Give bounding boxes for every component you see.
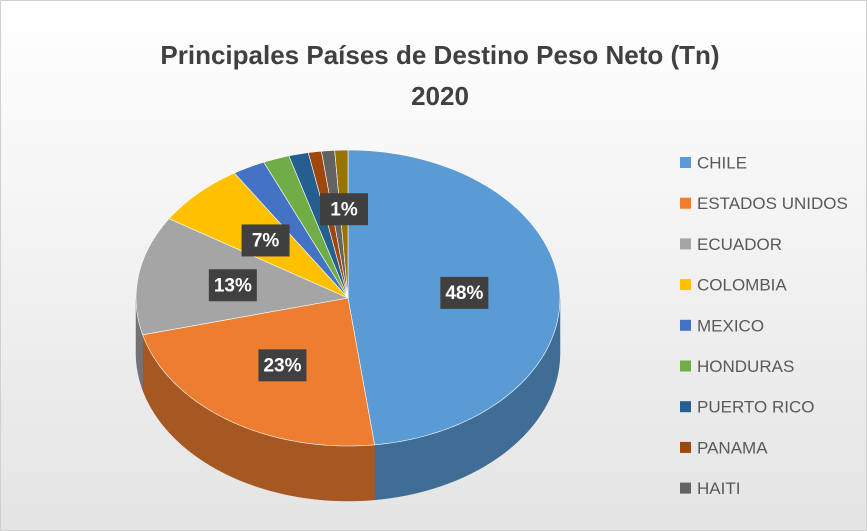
legend-label: CHILE xyxy=(697,153,747,172)
legend-label: ECUADOR xyxy=(697,235,782,254)
slice xyxy=(288,152,349,299)
legend-swatch xyxy=(680,482,691,494)
legend-label: PUERTO RICO xyxy=(697,398,814,417)
chart-title: Principales Países de Destino Peso Neto … xyxy=(160,40,719,70)
legend-label: PANAMA xyxy=(697,438,768,457)
data-label: 13% xyxy=(214,275,252,296)
data-label: 23% xyxy=(263,355,301,376)
slice xyxy=(263,155,349,299)
data-label-box xyxy=(440,276,489,309)
legend-swatch xyxy=(680,441,691,453)
data-label: 48% xyxy=(445,283,483,304)
legend-label: MEXICO xyxy=(697,316,764,335)
data-label: 1% xyxy=(330,199,358,220)
legend-swatch xyxy=(680,401,691,413)
legend-swatch xyxy=(680,319,691,331)
legend-swatch xyxy=(680,279,691,291)
legend-swatch xyxy=(680,157,691,168)
data-label-box xyxy=(208,269,257,302)
legend-label: COLOMBIA xyxy=(697,276,787,295)
chart-subtitle: 2020 xyxy=(411,81,469,111)
legend-label: HAITI xyxy=(697,479,740,498)
legend-swatch xyxy=(680,238,691,250)
legend-label: ESTADOS UNIDOS xyxy=(697,194,848,213)
legend-label: HONDURAS xyxy=(697,357,794,376)
slice xyxy=(233,161,349,299)
legend-swatch xyxy=(680,360,691,372)
data-label: 7% xyxy=(252,230,280,251)
legend-swatch xyxy=(680,197,691,209)
data-label-box xyxy=(258,349,307,382)
data-label-box xyxy=(320,193,369,226)
data-label-box xyxy=(241,224,290,257)
